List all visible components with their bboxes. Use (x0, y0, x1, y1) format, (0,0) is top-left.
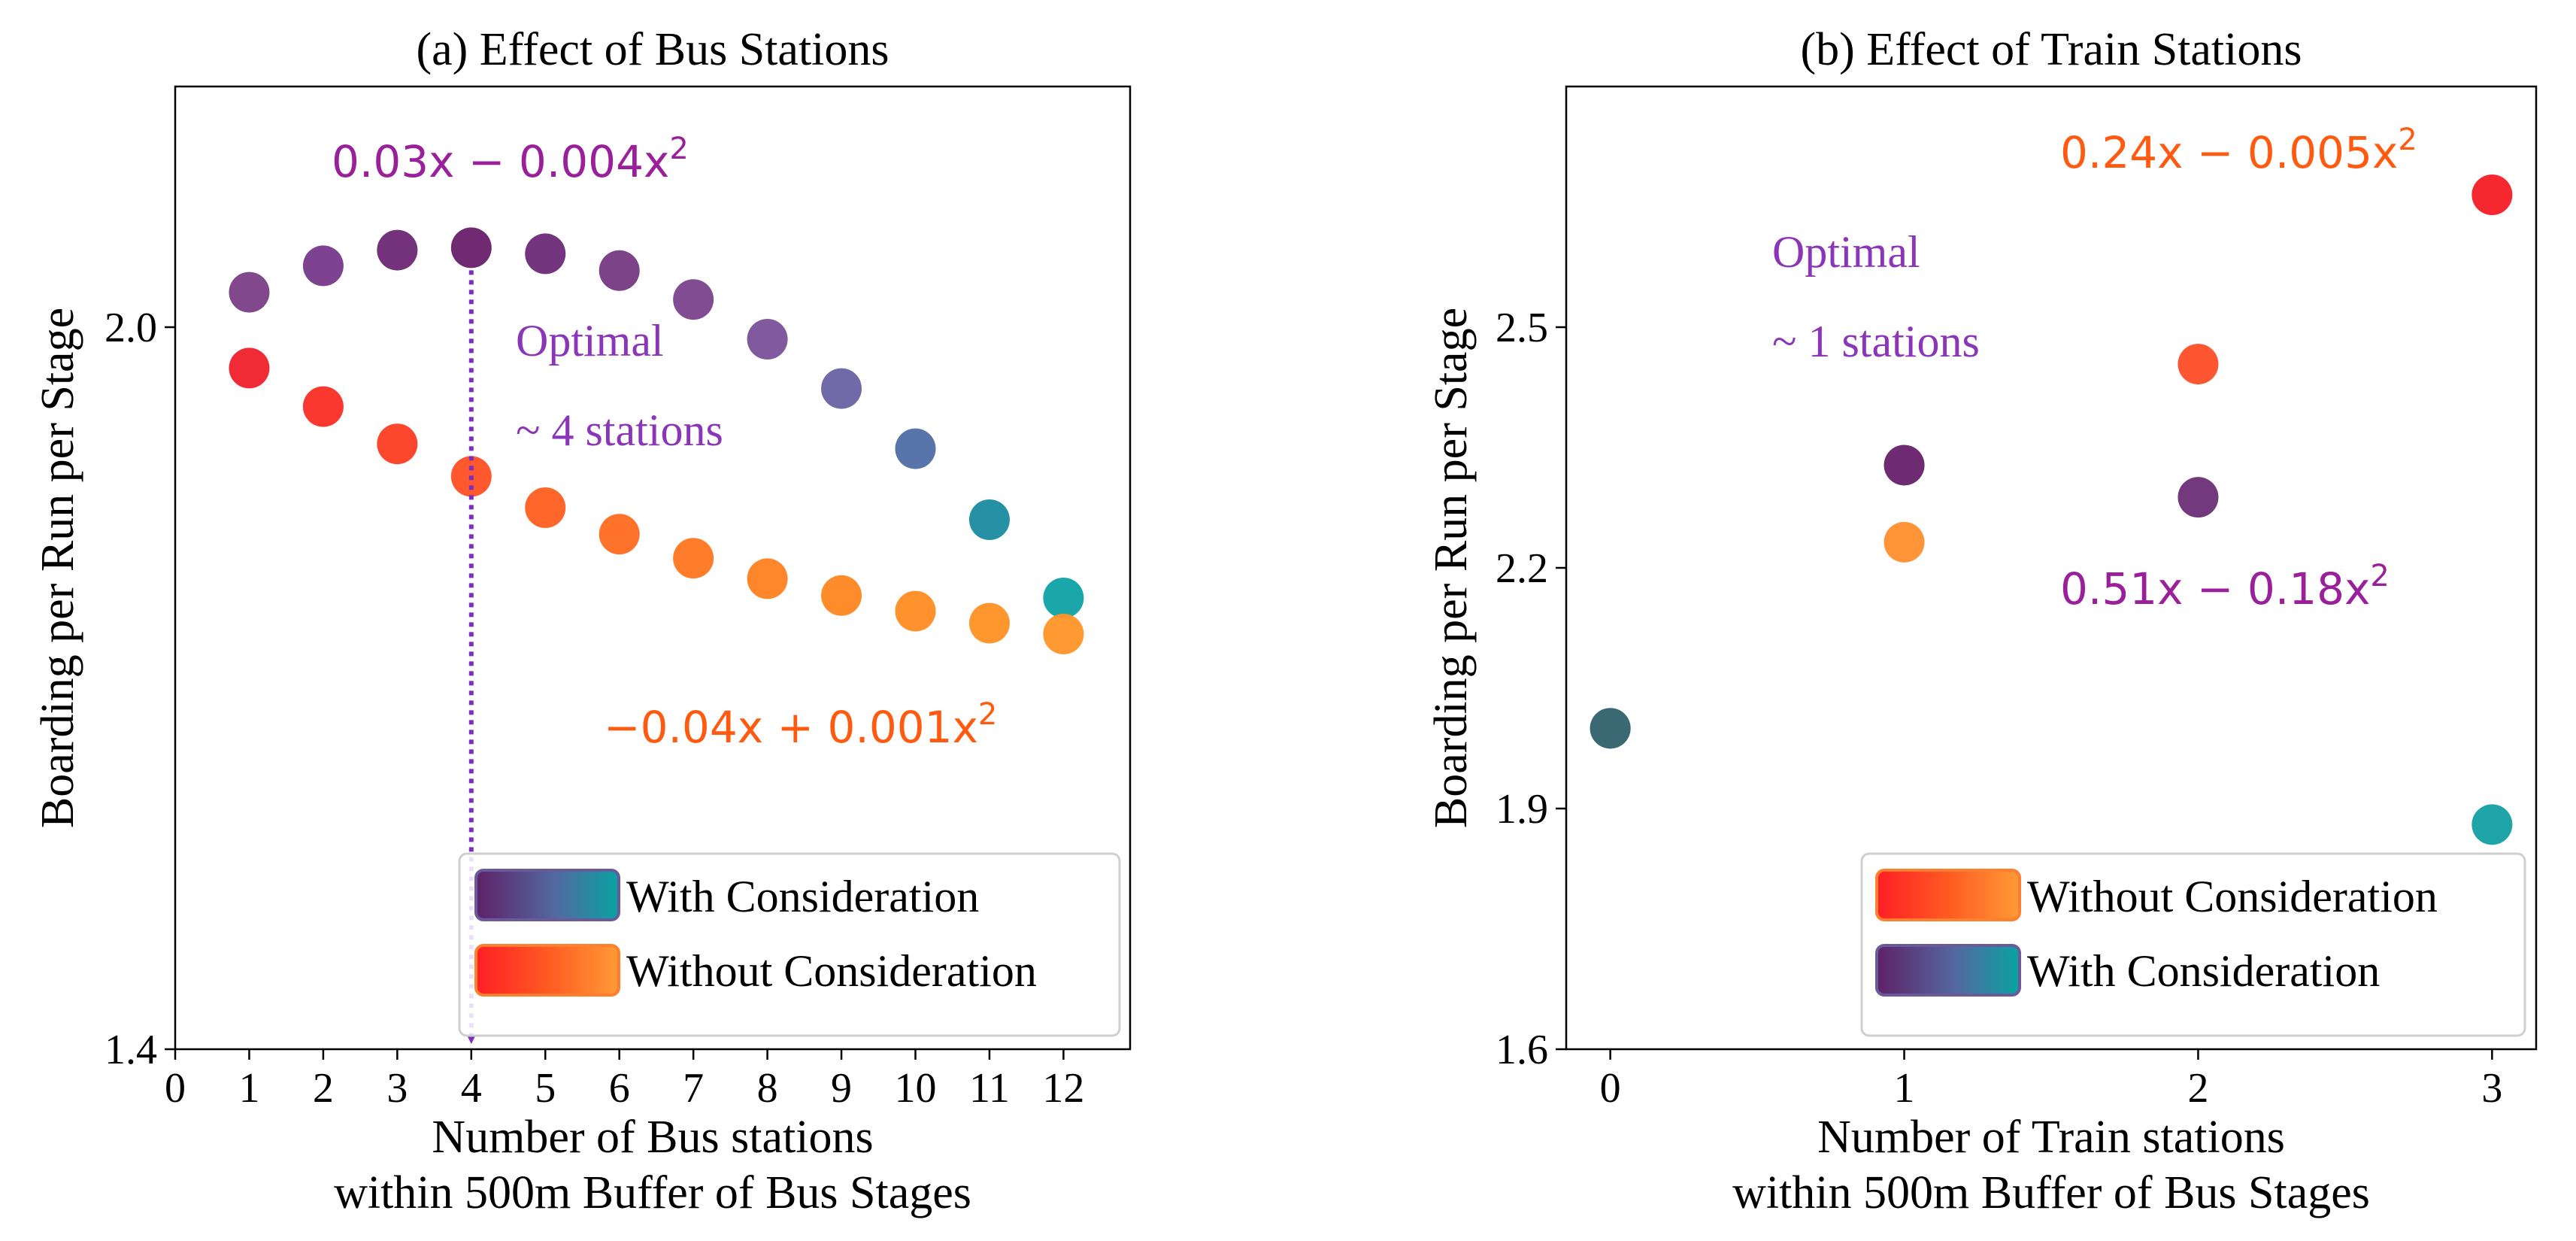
panel-b-legend: Without Consideration With Consideration (1860, 852, 2526, 1037)
panel-b-point-without-consideration (2177, 344, 2219, 385)
panel-a-title: (a) Effect of Bus Stations (416, 24, 889, 75)
panel-a-point-without-consideration (599, 514, 640, 555)
panel-b-title: (b) Effect of Train Stations (1800, 24, 2302, 75)
panel-a-legend-box (458, 852, 1121, 1037)
panel-a-x-tick-label: 0 (165, 1065, 186, 1112)
panel-a-x-tick-label: 2 (313, 1065, 334, 1112)
panel-a-point-without-consideration (377, 423, 418, 465)
panel-a-x-ticks: 0 1 2 3 4 5 6 7 8 9 10 11 12 (165, 1049, 1084, 1112)
panel-b-legend-swatch-with (1875, 944, 2021, 997)
panel-a-y-ticks: 1.4 2.0 (105, 305, 175, 1073)
panel-a-x-tick-label: 6 (609, 1065, 630, 1112)
panel-a-optimal-value: ~ 4 stations (516, 405, 723, 455)
panel-b-y-tick-label: 2.5 (1496, 305, 1548, 351)
panel-a-point-with-consideration (1043, 578, 1084, 618)
panel-b-point-without-consideration (2471, 174, 2513, 215)
panel-b-points (1590, 174, 2513, 845)
panel-a-point-without-consideration (229, 347, 270, 389)
panel-a-x-tick-label: 3 (386, 1065, 408, 1112)
panel-b-x-tick-label: 3 (2481, 1065, 2502, 1112)
panel-a-point-without-consideration (525, 487, 566, 528)
panel-a-xlabel-line1: Number of Bus stations (432, 1112, 873, 1163)
panel-a-plot-frame (174, 85, 1132, 1051)
panel-a-point-with-consideration (302, 245, 344, 287)
panel-b-y-tick-label: 2.2 (1496, 545, 1548, 592)
panel-b-xlabel-line2: within 500m Buffer of Bus Stages (1732, 1167, 2370, 1218)
panel-b-ylabel: Boarding per Run per Stage (1426, 308, 1477, 828)
panel-b-y-ticks: 1.6 1.9 2.2 2.5 (1496, 305, 1566, 1073)
panel-b-point-with-consideration (1590, 708, 1631, 749)
panel-b-point-without-consideration (1884, 521, 1925, 563)
panel-b-point-with-consideration (1884, 445, 1925, 486)
panel-b-without-formula: 0.24x − 0.005x2 (2060, 123, 2417, 178)
panel-a-point-with-consideration (599, 250, 640, 291)
panel-a-x-tick-label: 11 (969, 1065, 1010, 1112)
panel-a-x-tick-label: 4 (461, 1065, 482, 1112)
panel-a-point-with-consideration (747, 319, 788, 360)
panel-a-point-without-consideration (1043, 614, 1084, 654)
panel-a-point-without-consideration (673, 538, 714, 579)
panel-b-y-tick-label: 1.9 (1496, 786, 1548, 833)
panel-a-x-tick-label: 9 (831, 1065, 852, 1112)
panel-b-x-tick-label: 0 (1600, 1065, 1621, 1112)
panel-a-optimal-label: Optimal (516, 316, 664, 366)
panel-b: (b) Effect of Train Stations 0 1 2 3 1.6 1.9… (1426, 24, 2538, 1218)
panel-b-with-formula: 0.51x − 0.18x2 (2060, 559, 2390, 614)
panel-b-y-tick-label: 1.6 (1496, 1027, 1548, 1073)
panel-a-point-with-consideration (377, 229, 418, 271)
panel-a-x-tick-label: 5 (535, 1065, 556, 1112)
panel-a-point-without-consideration (968, 602, 1010, 644)
panel-a-with-formula: 0.03x − 0.004x2 (332, 132, 689, 187)
panel-a-y-tick-label: 1.4 (105, 1027, 157, 1073)
panel-a-legend-swatch-without (474, 944, 620, 997)
panel-a-point-with-consideration (673, 279, 714, 320)
panel-a-xlabel-line2: within 500m Buffer of Bus Stages (334, 1167, 971, 1218)
panel-a-without-formula: −0.04x + 0.001x2 (604, 697, 997, 753)
panel-b-legend-label-without: Without Consideration (2027, 872, 2438, 921)
panel-a-legend-swatch-with (474, 869, 620, 921)
panel-a-x-tick-label: 12 (1042, 1065, 1084, 1112)
panel-a-point-with-consideration (821, 368, 862, 409)
panel-a-point-without-consideration (821, 575, 862, 616)
panel-a-point-with-consideration (968, 499, 1010, 540)
panel-a: (a) Effect of Bus Stations 0 1 2 3 4 5 6 7 8 9 10 1… (32, 24, 1132, 1218)
panel-a-x-tick-label: 7 (683, 1065, 704, 1112)
panel-b-optimal-label: Optimal (1772, 227, 1920, 277)
panel-b-legend-swatch-without (1875, 869, 2021, 921)
panel-a-legend: With Consideration Without Consideration (458, 852, 1121, 1037)
panel-a-point-without-consideration (895, 590, 936, 632)
panel-b-point-with-consideration (2177, 477, 2219, 518)
panel-b-xlabel-line1: Number of Train stations (1817, 1112, 2285, 1163)
panel-a-x-tick-label: 10 (894, 1065, 936, 1112)
panel-b-x-tick-label: 2 (2187, 1065, 2208, 1112)
panel-b-legend-box (1860, 852, 2526, 1037)
panel-b-point-with-consideration (2471, 804, 2513, 845)
panel-a-point-with-consideration (229, 272, 270, 313)
panel-b-optimal-value: ~ 1 stations (1772, 317, 1980, 366)
panel-a-legend-label-with: With Consideration (626, 872, 979, 921)
panel-a-legend-label-without: Without Consideration (626, 946, 1037, 996)
panel-a-points (229, 227, 1084, 654)
panel-a-point-with-consideration (895, 428, 936, 469)
panel-a-ylabel: Boarding per Run per Stage (32, 308, 83, 828)
panel-b-legend-label-with: With Consideration (2027, 946, 2380, 996)
panel-a-point-without-consideration (747, 558, 788, 599)
panel-a-x-tick-label: 1 (238, 1065, 259, 1112)
panel-a-x-tick-label: 8 (757, 1065, 778, 1112)
panel-a-point-with-consideration (525, 233, 566, 275)
panel-a-point-without-consideration (302, 386, 344, 427)
panel-b-x-ticks: 0 1 2 3 (1600, 1049, 2502, 1112)
panel-a-point-with-consideration (450, 227, 492, 269)
panel-b-x-tick-label: 1 (1894, 1065, 1915, 1112)
panel-a-y-tick-label: 2.0 (105, 305, 157, 351)
